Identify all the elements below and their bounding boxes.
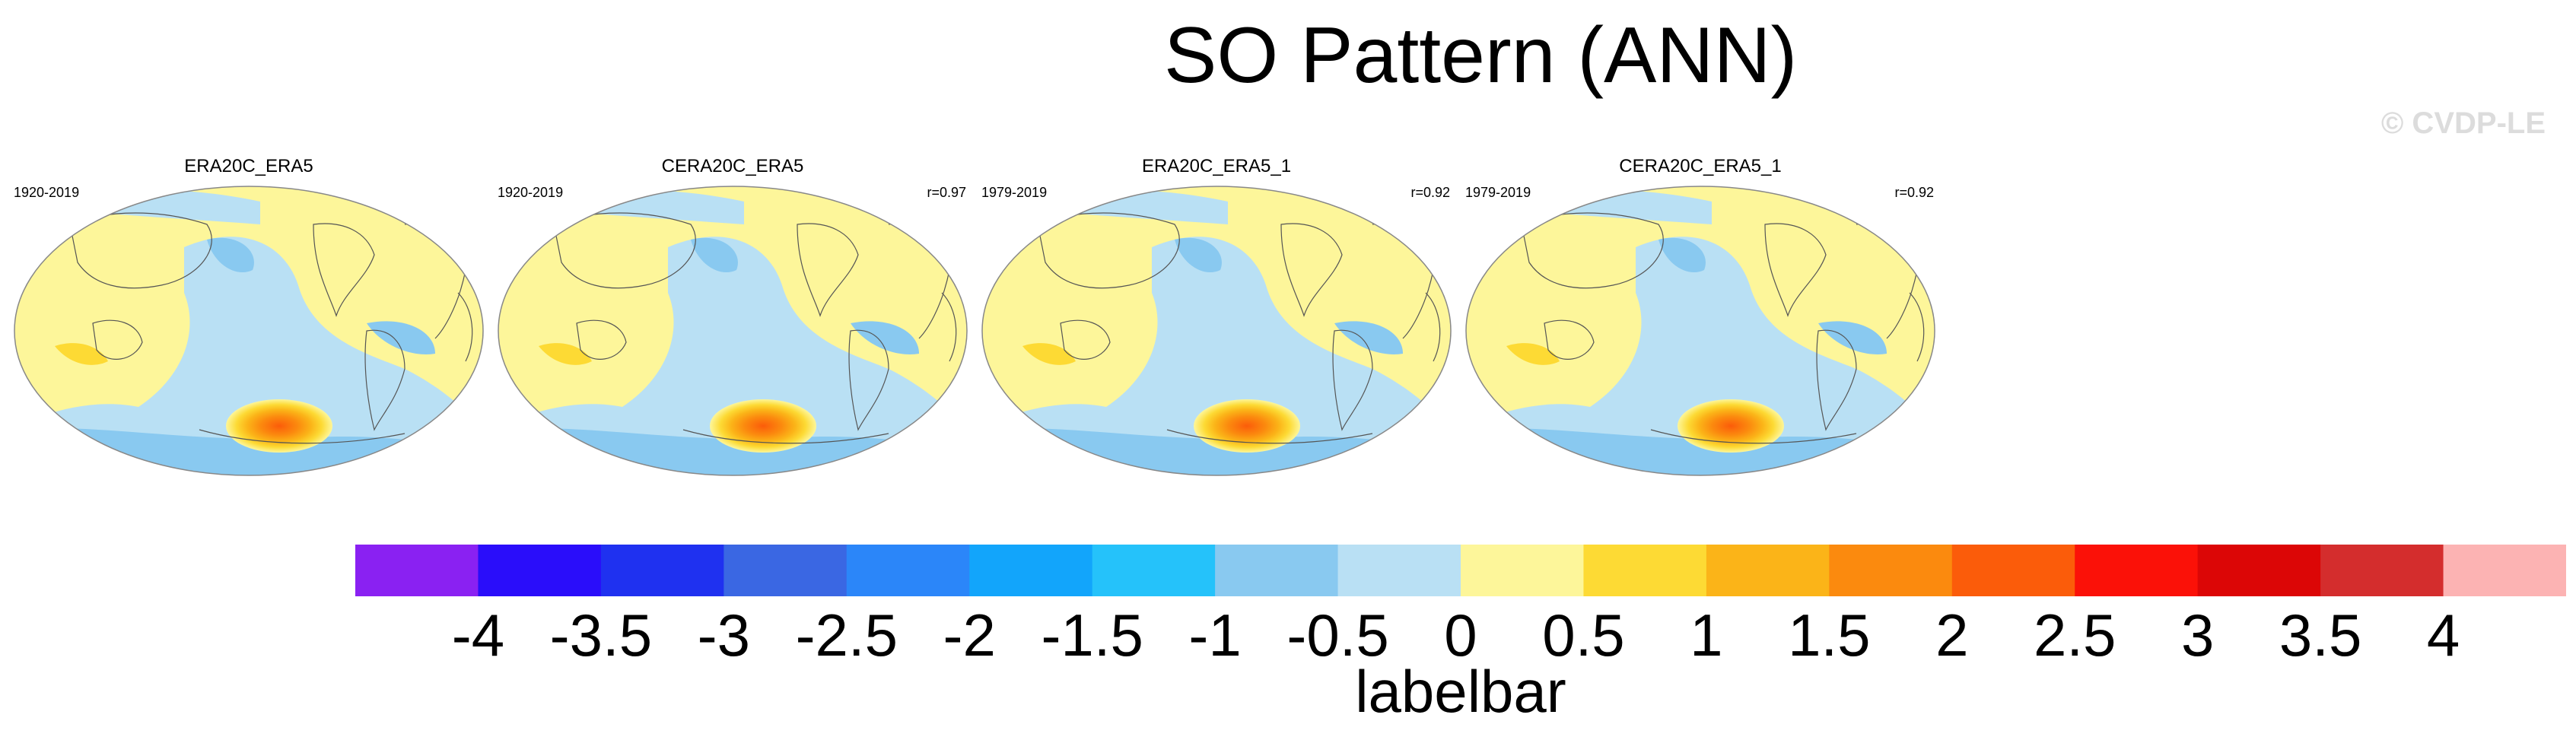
labelbar-tick-label: -2 [943, 602, 996, 669]
panel-years: 1979-2019 [981, 185, 1048, 200]
world-map [1465, 186, 1935, 476]
labelbar-tick-label: 1.5 [1788, 602, 1871, 669]
panel-years: 1979-2019 [1465, 185, 1531, 200]
labelbar-swatch [2075, 545, 2199, 596]
labelbar-swatch [1951, 545, 2075, 596]
labelbar-tick-label: -0.5 [1286, 602, 1389, 669]
panel-correlation: r=0.92 [1894, 185, 1934, 200]
labelbar-tick-label: 3 [2180, 602, 2215, 669]
labelbar-tick-label: -1.5 [1041, 602, 1143, 669]
labelbar-swatch [2320, 545, 2444, 596]
map-panel: CERA20C_ERA5 1920-2019 r=0.97 [493, 156, 972, 483]
labelbar-swatch [1583, 545, 1707, 596]
labelbar-tick-label: 3.5 [2279, 602, 2362, 669]
labelbar-swatch [600, 545, 724, 596]
labelbar-swatch [846, 545, 970, 596]
labelbar-swatch [724, 545, 848, 596]
panel-title: ERA20C_ERA5_1 [1141, 156, 1292, 176]
labelbar-swatch [1092, 545, 1216, 596]
page-title: SO Pattern (ANN) [1164, 11, 1798, 100]
labelbar-tick-label: 4 [2426, 602, 2460, 669]
labelbar-tick-label: -4 [451, 602, 505, 669]
labelbar-swatch [2197, 545, 2321, 596]
labelbar-tick-label: 2 [1935, 602, 1969, 669]
labelbar-tick-label: 2.5 [2034, 602, 2116, 669]
world-map [14, 186, 484, 476]
labelbar-swatch [1215, 545, 1339, 596]
labelbar-swatch [1337, 545, 1461, 596]
labelbar-tick-label: -2.5 [795, 602, 898, 669]
panel-years: 1920-2019 [14, 185, 80, 200]
world-map [498, 186, 968, 476]
panel-title: CERA20C_ERA5_1 [1619, 156, 1782, 176]
panel-title: ERA20C_ERA5 [184, 156, 313, 176]
labelbar-swatch [1461, 545, 1584, 596]
panel-title: CERA20C_ERA5 [661, 156, 804, 176]
map-panel: ERA20C_ERA5 1920-2019 [9, 156, 488, 483]
labelbar-tick-label: 0.5 [1542, 602, 1625, 669]
labelbar-swatch [969, 545, 1093, 596]
labelbar-tick-label: -1 [1188, 602, 1242, 669]
labelbar-swatch [1829, 545, 1953, 596]
map-panel: CERA20C_ERA5_1 1979-2019 r=0.92 [1461, 156, 1940, 483]
labelbar-swatch [478, 545, 602, 596]
map-panel: ERA20C_ERA5_1 1979-2019 r=0.92 [977, 156, 1456, 483]
world-map [981, 186, 1452, 476]
labelbar-title: labelbar [1355, 658, 1566, 725]
watermark: © CVDP-LE [2380, 106, 2546, 140]
labelbar-tick-label: 1 [1690, 602, 1723, 669]
labelbar-swatch [1706, 545, 1830, 596]
labelbar-swatch [355, 545, 479, 596]
color-labelbar [355, 545, 2566, 596]
panel-years: 1920-2019 [498, 185, 564, 200]
panel-correlation: r=0.97 [927, 185, 966, 200]
labelbar-tick-label: -3.5 [549, 602, 653, 669]
labelbar-swatch [2443, 545, 2566, 596]
labelbar-tick-label: -3 [697, 602, 751, 669]
labelbar-tick-label: 0 [1444, 602, 1477, 669]
panel-correlation: r=0.92 [1410, 185, 1450, 200]
